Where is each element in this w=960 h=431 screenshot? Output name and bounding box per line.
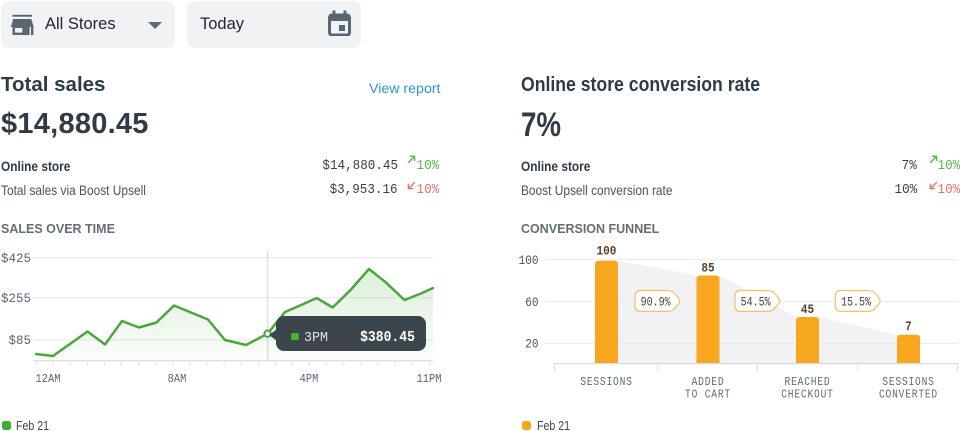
svg-text:TO CART: TO CART: [685, 388, 731, 401]
svg-text:$425: $425: [1, 252, 31, 266]
svg-text:100: 100: [597, 245, 617, 259]
svg-text:60: 60: [525, 295, 538, 310]
svg-text:7: 7: [905, 319, 912, 334]
svg-text:SESSIONS: SESSIONS: [882, 376, 934, 389]
svg-text:45: 45: [801, 302, 814, 317]
svg-text:CONVERTED: CONVERTED: [879, 388, 938, 401]
svg-text:54.5%: 54.5%: [741, 296, 771, 309]
svg-text:$85: $85: [8, 334, 31, 348]
svg-text:11PM: 11PM: [417, 374, 442, 387]
svg-text:100: 100: [519, 253, 539, 268]
svg-text:12AM: 12AM: [36, 374, 61, 387]
svg-text:15.5%: 15.5%: [841, 296, 871, 309]
svg-text:85: 85: [701, 261, 714, 276]
svg-text:SESSIONS: SESSIONS: [580, 376, 632, 389]
svg-text:8AM: 8AM: [168, 374, 187, 387]
svg-text:90.9%: 90.9%: [641, 296, 671, 309]
svg-text:$255: $255: [1, 292, 31, 306]
svg-text:REACHED: REACHED: [785, 376, 831, 389]
svg-text:4PM: 4PM: [300, 374, 319, 387]
svg-text:CHECKOUT: CHECKOUT: [781, 388, 833, 401]
svg-text:ADDED: ADDED: [692, 376, 725, 389]
svg-text:20: 20: [525, 337, 538, 352]
